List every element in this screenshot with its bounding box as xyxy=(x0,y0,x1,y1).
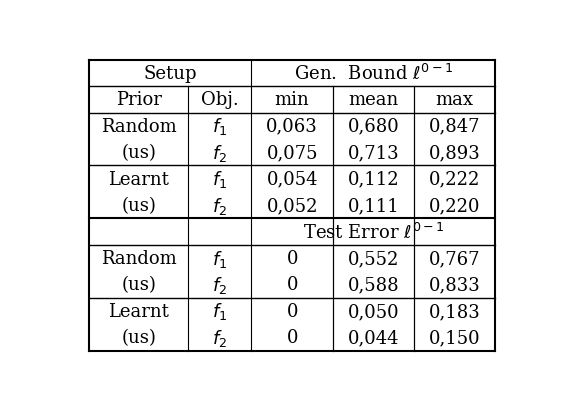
Text: min: min xyxy=(275,91,310,109)
Text: 0,680: 0,680 xyxy=(348,117,399,136)
Text: 0,111: 0,111 xyxy=(348,196,399,215)
Text: 0: 0 xyxy=(286,328,298,346)
Text: $f_2$: $f_2$ xyxy=(213,142,227,163)
Text: 0,588: 0,588 xyxy=(348,276,399,294)
Text: Gen.  Bound $\ell^{0-1}$: Gen. Bound $\ell^{0-1}$ xyxy=(294,64,453,84)
Text: Learnt: Learnt xyxy=(108,170,169,188)
Text: max: max xyxy=(435,91,474,109)
Text: 0,220: 0,220 xyxy=(429,196,481,215)
Text: 0,552: 0,552 xyxy=(348,249,399,267)
Text: Random: Random xyxy=(101,249,177,267)
Text: Prior: Prior xyxy=(116,91,161,109)
Text: Learnt: Learnt xyxy=(108,302,169,320)
Text: (us): (us) xyxy=(121,196,156,215)
Text: 0: 0 xyxy=(286,276,298,294)
Text: 0,075: 0,075 xyxy=(266,144,318,162)
Text: 0,713: 0,713 xyxy=(348,144,399,162)
Text: Obj.: Obj. xyxy=(201,91,239,109)
Text: Random: Random xyxy=(101,117,177,136)
Text: Setup: Setup xyxy=(144,65,197,83)
Text: 0,847: 0,847 xyxy=(429,117,481,136)
Text: $f_1$: $f_1$ xyxy=(212,169,227,190)
Text: 0,767: 0,767 xyxy=(429,249,481,267)
Text: 0: 0 xyxy=(286,302,298,320)
Text: 0,063: 0,063 xyxy=(266,117,318,136)
Text: 0,054: 0,054 xyxy=(266,170,318,188)
Text: $f_2$: $f_2$ xyxy=(213,274,227,295)
Text: $f_1$: $f_1$ xyxy=(212,301,227,322)
Text: mean: mean xyxy=(348,91,398,109)
Text: $f_2$: $f_2$ xyxy=(213,195,227,216)
Text: 0,052: 0,052 xyxy=(266,196,318,215)
Text: 0: 0 xyxy=(286,249,298,267)
Text: 0,044: 0,044 xyxy=(348,328,399,346)
Text: 0,050: 0,050 xyxy=(348,302,399,320)
Text: (us): (us) xyxy=(121,328,156,346)
Text: 0,183: 0,183 xyxy=(429,302,481,320)
Text: 0,112: 0,112 xyxy=(348,170,399,188)
Text: 0,150: 0,150 xyxy=(429,328,481,346)
Text: Test Error $\ell^{0-1}$: Test Error $\ell^{0-1}$ xyxy=(303,222,444,242)
Text: (us): (us) xyxy=(121,276,156,294)
Text: 0,833: 0,833 xyxy=(429,276,481,294)
Text: 0,222: 0,222 xyxy=(429,170,481,188)
Text: $f_1$: $f_1$ xyxy=(212,116,227,137)
Text: $f_1$: $f_1$ xyxy=(212,248,227,269)
Text: (us): (us) xyxy=(121,144,156,162)
Text: 0,893: 0,893 xyxy=(429,144,481,162)
Text: $f_2$: $f_2$ xyxy=(213,327,227,348)
